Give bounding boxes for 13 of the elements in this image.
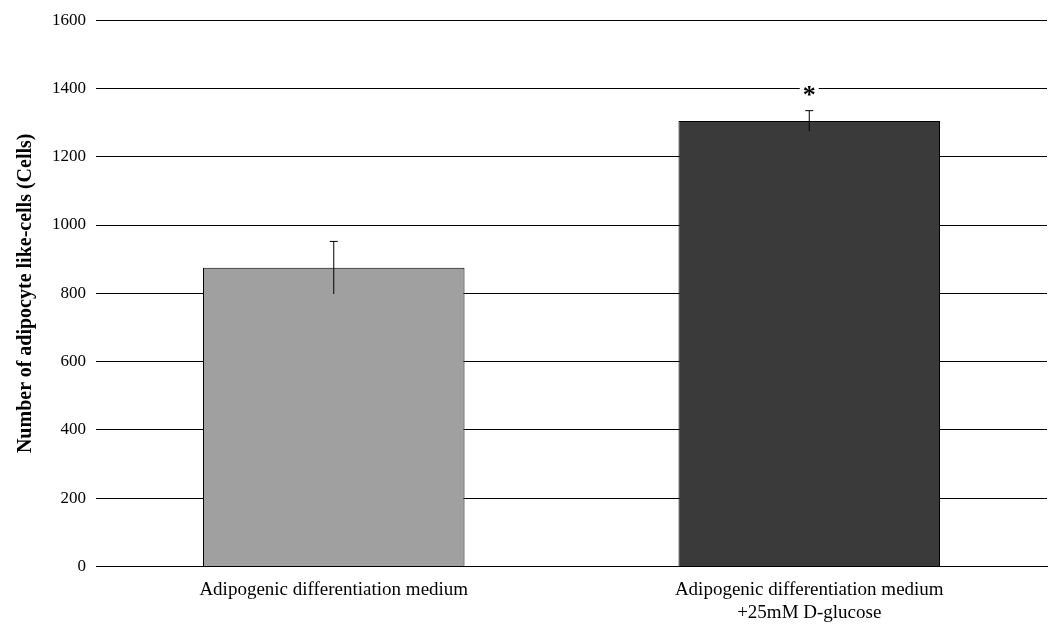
y-tick-label: 1400 — [52, 77, 86, 97]
x-tick-label: Adipogenic differentiation medium — [199, 577, 469, 599]
y-tick-label: 1000 — [52, 214, 86, 234]
y-axis-title: Number of adipocyte like-cells (Cells) — [13, 133, 37, 454]
x-tick-label: Adipogenic differentiation medium +25mM D-glucose — [674, 577, 944, 622]
y-tick-label: 1600 — [52, 9, 86, 29]
y-tick-label: 1200 — [52, 146, 86, 166]
y-tick-label: 800 — [60, 282, 86, 302]
y-tick-label: 0 — [77, 555, 86, 575]
annotation: * — [802, 80, 816, 110]
y-tick-label: 200 — [60, 487, 86, 507]
y-tick-label: 400 — [60, 419, 86, 439]
y-tick-label: 600 — [60, 351, 86, 371]
